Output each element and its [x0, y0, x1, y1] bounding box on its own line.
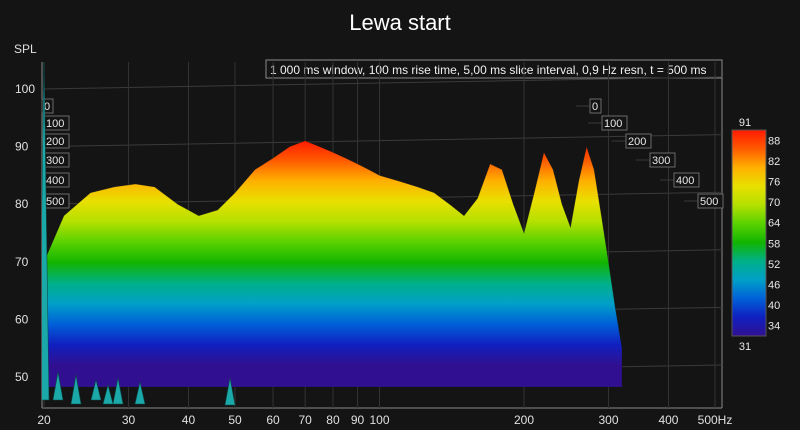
x-tick-label: 60: [266, 413, 280, 427]
x-tick-label: 70: [298, 413, 312, 427]
colorbar-label: 91: [739, 117, 751, 129]
time-tick-box-right: [589, 98, 602, 114]
time-tick-label-right: 400: [676, 175, 694, 187]
x-tick-label: 80: [326, 413, 340, 427]
front-spike: [112, 377, 124, 405]
x-tick-label: 50: [228, 413, 242, 427]
y-tick-label: 50: [15, 370, 29, 384]
y-tick-label: 100: [15, 82, 35, 96]
colorbar-label: 31: [739, 341, 751, 353]
time-tick-label-left: 300: [46, 155, 64, 167]
colorbar-label: 46: [768, 280, 780, 292]
x-tick-label: 300: [598, 413, 618, 427]
time-tick-label-right: 100: [604, 118, 622, 130]
colorbar-label: 52: [768, 259, 780, 271]
x-tick-label: 20: [37, 413, 51, 427]
x-tick-label: 200: [514, 413, 534, 427]
time-tick-box-right: [673, 172, 700, 188]
colorbar-label: 82: [768, 156, 780, 168]
x-tick-label: 100: [369, 413, 389, 427]
time-tick-box-left: [41, 98, 54, 114]
time-tick-box-right: [697, 193, 724, 209]
y-tick-label: 60: [15, 312, 29, 326]
waterfall-surface: [42, 62, 623, 406]
time-tick-label-right: 500: [700, 196, 718, 208]
time-axis-ticks: 0 100 200 300 400 500 0 100 200 300 400 500: [41, 98, 724, 209]
time-tick-label-right: 300: [652, 155, 670, 167]
front-spike: [134, 381, 146, 405]
y-gridline: [41, 76, 723, 90]
info-text: 1 000 ms window, 100 ms rise time, 5,00 …: [270, 63, 707, 77]
surface-slice: [43, 140, 623, 388]
front-spike: [70, 374, 82, 405]
colorbar: 91 88 82 76 70 64 58 52 46 40 34 31: [731, 117, 780, 353]
x-tick-label: 500Hz: [698, 413, 733, 427]
time-tick-label-left: 500: [46, 196, 64, 208]
colorbar-label: 76: [768, 177, 780, 189]
y-tick-label: 80: [15, 197, 29, 211]
time-tick-label-right: 200: [628, 136, 646, 148]
x-tick-label: 90: [351, 413, 365, 427]
front-spike: [90, 379, 102, 401]
colorbar-rect: [731, 129, 767, 337]
time-tick-box-right: [625, 133, 652, 149]
x-tick-label: 400: [658, 413, 678, 427]
time-tick-label-left: 400: [46, 175, 64, 187]
x-tick-label: 40: [182, 413, 196, 427]
time-tick-label-right: 0: [592, 101, 598, 113]
colorbar-label: 70: [768, 197, 780, 209]
colorbar-label: 34: [768, 321, 780, 333]
time-tick-label-left: 0: [44, 101, 50, 113]
time-tick-label-left: 200: [46, 136, 64, 148]
front-spike: [42, 62, 50, 401]
axis-ticks: 100 90 80 70 60 50 20 30 40 50 60 70 80 90 100 200 300 40…: [15, 82, 732, 427]
x-tick-label: 30: [122, 413, 136, 427]
time-tick-label-left: 100: [46, 118, 64, 130]
front-spike: [102, 383, 114, 405]
time-tick-box-right: [601, 115, 628, 131]
chart-title: Lewa start: [349, 10, 451, 35]
front-spike: [224, 377, 236, 406]
colorbar-label: 64: [768, 218, 780, 230]
colorbar-label: 88: [768, 135, 780, 147]
y-axis-label: SPL: [14, 42, 37, 56]
time-tick-box-right: [649, 152, 676, 168]
y-tick-label: 90: [15, 140, 29, 154]
front-spike: [52, 371, 64, 401]
y-tick-label: 70: [15, 255, 29, 269]
colorbar-label: 58: [768, 238, 780, 250]
colorbar-label: 40: [768, 300, 780, 312]
